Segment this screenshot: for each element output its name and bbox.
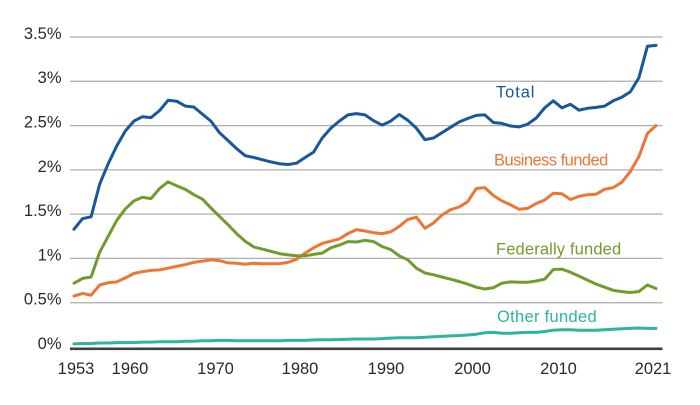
svg-text:2021: 2021	[635, 360, 672, 378]
svg-text:1960: 1960	[112, 360, 149, 378]
svg-text:3%: 3%	[38, 69, 62, 87]
svg-text:1%: 1%	[38, 246, 62, 264]
svg-text:1.5%: 1.5%	[24, 202, 62, 220]
svg-text:Total: Total	[496, 84, 535, 102]
svg-text:2010: 2010	[540, 360, 577, 378]
svg-text:3.5%: 3.5%	[24, 25, 62, 43]
svg-text:2.5%: 2.5%	[24, 114, 62, 132]
svg-text:1980: 1980	[282, 360, 319, 378]
svg-text:0%: 0%	[38, 335, 62, 353]
svg-text:1970: 1970	[197, 360, 234, 378]
svg-text:2000: 2000	[454, 360, 491, 378]
svg-text:2%: 2%	[38, 158, 62, 176]
svg-text:Business funded: Business funded	[494, 152, 608, 170]
svg-text:1953: 1953	[58, 360, 95, 378]
svg-text:Federally funded: Federally funded	[496, 241, 621, 259]
svg-text:Other funded: Other funded	[497, 308, 597, 326]
svg-text:1990: 1990	[368, 360, 405, 378]
svg-text:0.5%: 0.5%	[24, 291, 62, 309]
